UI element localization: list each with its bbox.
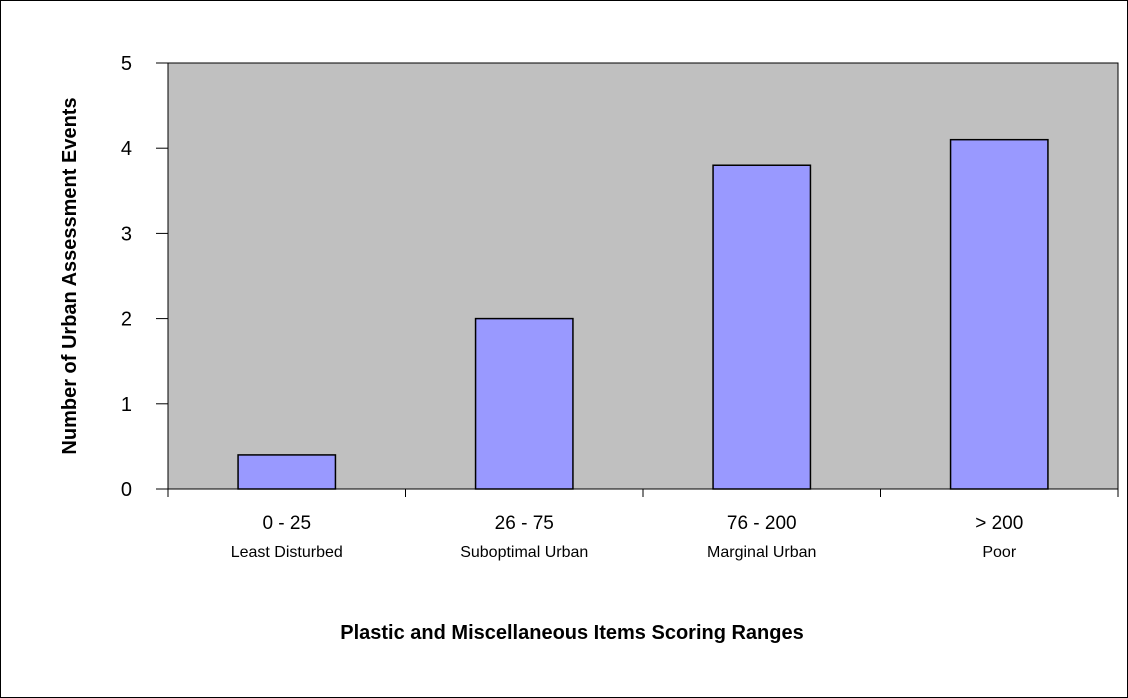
bars-layer <box>237 138 1049 490</box>
y-tick-label-4: 4 <box>121 138 132 160</box>
bar-1 <box>474 317 574 490</box>
x-tick-sublabel-1: Suboptimal Urban <box>460 544 588 561</box>
x-tick-sublabel-3: Poor <box>982 544 1016 561</box>
bar-0 <box>237 454 337 490</box>
x-tick-sublabel-2: Marginal Urban <box>707 544 816 561</box>
x-tick-label-2: 76 - 200 <box>727 513 797 534</box>
y-tick-label-1: 1 <box>121 394 132 416</box>
y-tick-label-3: 3 <box>121 223 132 245</box>
x-tick-label-0: 0 - 25 <box>262 513 311 534</box>
y-tick-label-2: 2 <box>121 309 132 331</box>
x-ticks-layer <box>167 489 1119 497</box>
bar-2 <box>712 164 812 490</box>
x-tick-label-3: > 200 <box>975 513 1023 534</box>
x-axis-title: Plastic and Miscellaneous Items Scoring … <box>340 622 804 644</box>
y-axis-title: Number of Urban Assessment Events <box>59 97 81 454</box>
bar-3 <box>949 138 1049 490</box>
y-tick-label-5: 5 <box>121 53 132 75</box>
x-tick-sublabel-0: Least Disturbed <box>231 544 343 561</box>
x-tick-label-1: 26 - 75 <box>495 513 554 534</box>
x-labels-layer: 0 - 25 Least Disturbed 26 - 75 Suboptimal U… <box>231 513 1024 561</box>
y-tick-label-0: 0 <box>121 479 132 501</box>
y-ticks-layer: 0 1 2 3 4 5 <box>121 53 168 501</box>
